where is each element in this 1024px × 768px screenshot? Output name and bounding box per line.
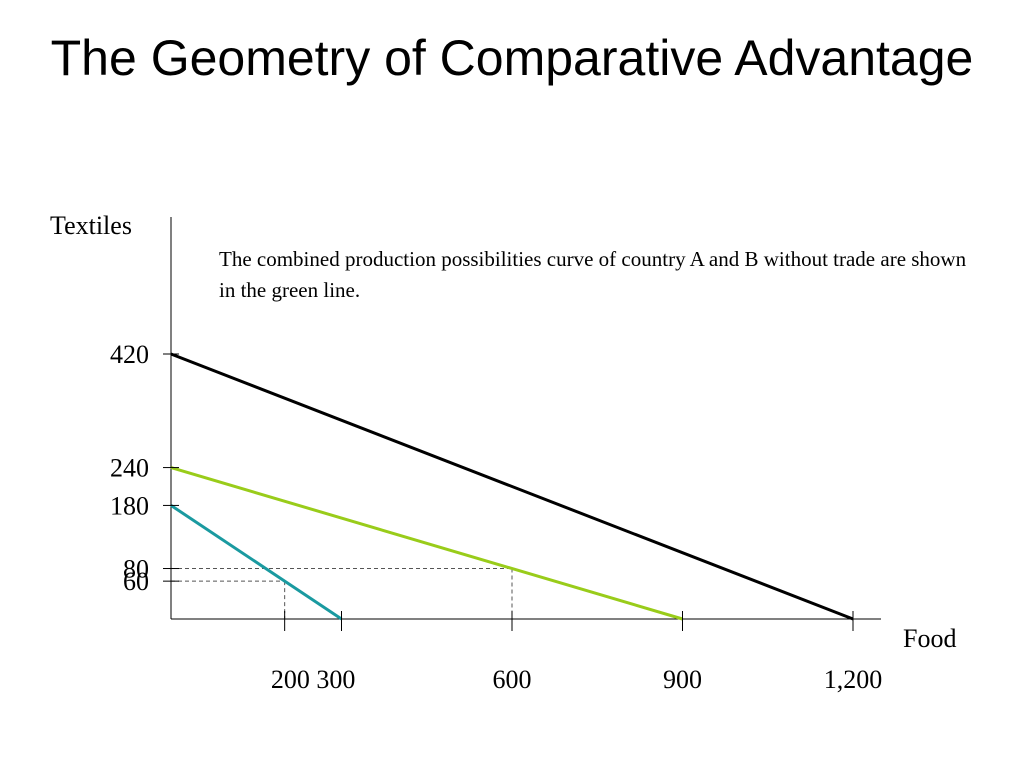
x-tick-label: 1,200 — [824, 665, 883, 694]
series-line-2 — [170, 504, 343, 621]
x-axis-label: Food — [903, 624, 956, 653]
x-tick-label: 200 300 — [271, 665, 356, 694]
slide-title: The Geometry of Comparative Advantage — [50, 30, 974, 86]
y-tick-label: 420 — [110, 340, 149, 369]
series-line-0 — [170, 352, 854, 621]
y-tick-label: 80 — [123, 555, 149, 584]
x-tick-label: 900 — [663, 665, 702, 694]
y-tick-label: 240 — [110, 454, 149, 483]
y-tick-label: 180 — [110, 491, 149, 520]
x-tick-label: 600 — [493, 665, 532, 694]
y-axis-label: Textiles — [50, 211, 132, 240]
chart-annotation: The combined production possibilities cu… — [219, 247, 967, 302]
y-tick-label: 60 — [123, 567, 149, 596]
series-line-1 — [170, 466, 683, 621]
